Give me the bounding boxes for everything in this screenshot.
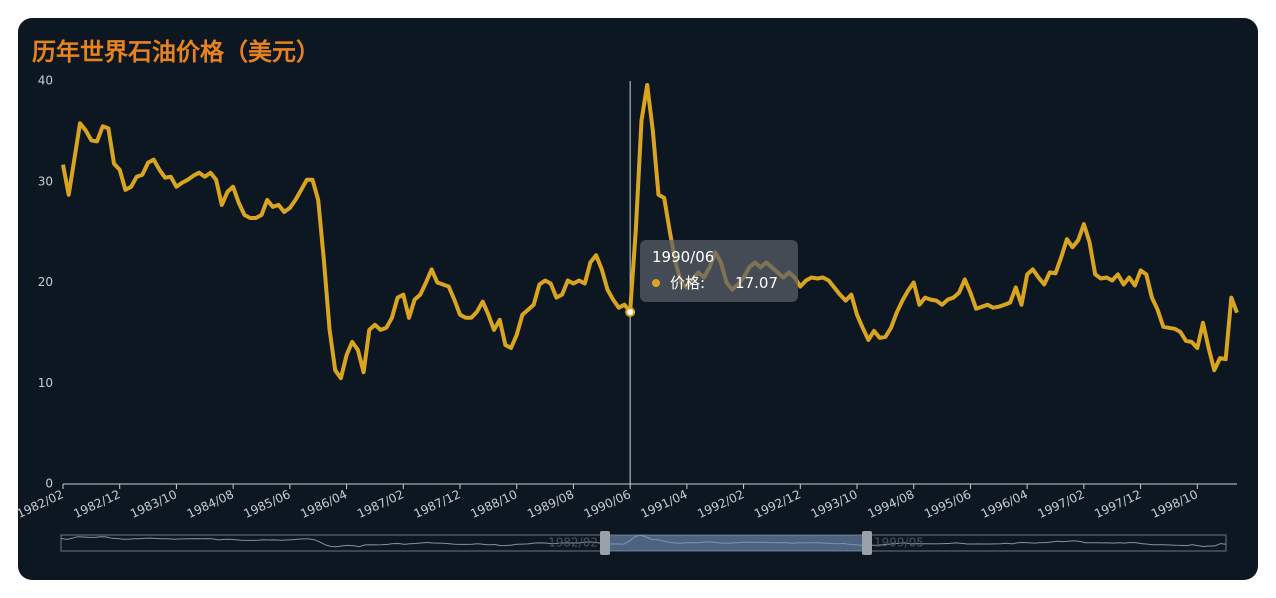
chart-card bbox=[18, 18, 1258, 580]
x-tick-label: 1990/06 bbox=[582, 487, 633, 521]
x-tick-label: 1997/02 bbox=[1036, 487, 1087, 521]
x-tick-label: 1993/10 bbox=[809, 487, 860, 521]
x-tick-label: 1988/10 bbox=[468, 487, 519, 521]
x-tick-label: 1992/12 bbox=[752, 487, 803, 521]
x-tick-label: 1983/10 bbox=[128, 487, 179, 521]
zoom-handle[interactable] bbox=[862, 531, 872, 555]
x-tick-label: 1989/08 bbox=[525, 487, 576, 521]
tooltip: 1990/06 价格 17.07 bbox=[640, 240, 798, 302]
y-tick-label: 10 bbox=[38, 376, 53, 390]
x-tick-label: 1995/06 bbox=[922, 487, 973, 521]
zoom-end-label: 1999/05 bbox=[874, 536, 924, 550]
tooltip-series: 价格 bbox=[670, 272, 705, 293]
x-tick-label: 1991/04 bbox=[639, 487, 690, 521]
y-tick-label: 20 bbox=[38, 275, 53, 289]
x-tick-label: 1982/12 bbox=[71, 487, 122, 521]
zoom-start-label: 1982/02 bbox=[548, 536, 598, 550]
chart-title: 历年世界石油价格（美元） bbox=[32, 38, 320, 66]
x-tick-label: 1987/12 bbox=[412, 487, 463, 521]
x-tick-label: 1998/10 bbox=[1149, 487, 1200, 521]
x-tick-label: 1987/02 bbox=[355, 487, 406, 521]
tooltip-value: 17.07 bbox=[735, 273, 778, 292]
x-tick-label: 1985/06 bbox=[242, 487, 293, 521]
zoom-handle[interactable] bbox=[600, 531, 610, 555]
x-tick-label: 1996/04 bbox=[979, 487, 1030, 521]
zoom-selection bbox=[605, 535, 867, 551]
x-tick-label: 1982/02 bbox=[15, 487, 66, 521]
x-tick-label: 1997/12 bbox=[1092, 487, 1143, 521]
tooltip-row: 价格 17.07 bbox=[652, 272, 786, 293]
x-tick-label: 1992/02 bbox=[695, 487, 746, 521]
y-tick-label: 40 bbox=[38, 74, 53, 88]
x-tick-label: 1984/08 bbox=[185, 487, 236, 521]
series-line bbox=[61, 83, 1239, 381]
hover-point bbox=[625, 307, 636, 318]
x-tick-label: 1994/08 bbox=[865, 487, 916, 521]
x-tick-label: 1986/04 bbox=[298, 487, 349, 521]
tooltip-dot bbox=[652, 278, 660, 287]
tooltip-title: 1990/06 bbox=[652, 248, 715, 266]
y-tick-label: 0 bbox=[45, 477, 53, 491]
y-tick-label: 30 bbox=[38, 174, 53, 188]
